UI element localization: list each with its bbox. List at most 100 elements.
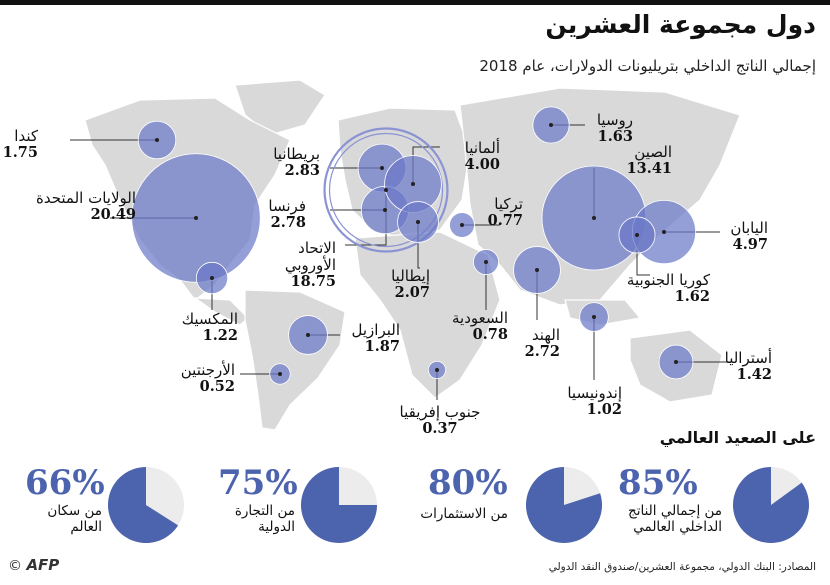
name-india: الهند	[531, 326, 560, 344]
dot-france	[383, 208, 387, 212]
desc-trade: من التجارة الدولية	[235, 503, 295, 535]
afp-logo: © AFP	[8, 556, 59, 574]
bubble-eu-ring	[328, 132, 444, 248]
dot-mexico	[210, 276, 214, 280]
value-germany: 4.00	[464, 155, 500, 173]
desc-invest: من الاستثمارات	[420, 506, 508, 522]
label-korea: كوريا الجنوبية 1.62	[627, 272, 710, 305]
afp-logo-text: AFP	[26, 556, 60, 574]
name-brazil: البرازيل	[351, 321, 401, 339]
name-canada: كندا	[14, 127, 38, 145]
label-usa: الولايات المتحدة 20.49	[36, 190, 136, 223]
name-china: الصين	[634, 143, 672, 161]
dot-china	[592, 216, 596, 220]
value-australia: 1.42	[736, 365, 772, 383]
label-uk: بريطانيا 2.83	[273, 146, 320, 179]
label-indonesia: إندونيسيا 1.02	[567, 385, 622, 418]
name-indonesia: إندونيسيا	[567, 384, 622, 402]
bubble-centers	[155, 123, 678, 376]
value-korea: 1.62	[674, 287, 710, 305]
value-usa: 20.49	[90, 205, 136, 223]
land-south-america	[244, 289, 346, 431]
desc-trade-line1: من التجارة	[234, 503, 295, 519]
value-turkey: 0.77	[487, 211, 523, 229]
label-australia: أستراليا 1.42	[725, 350, 772, 383]
desc-pop: من سكان العالم	[47, 503, 102, 535]
value-indonesia: 1.02	[586, 400, 622, 418]
name-russia: روسيا	[596, 111, 633, 129]
desc-pop-line2: العالم	[70, 519, 102, 536]
pie-slice-pop	[108, 467, 179, 543]
label-eu: الاتحاد الأوروبي 18.75	[256, 240, 336, 290]
desc-gdp: من إجمالي الناتج الداخلي العالمي	[628, 503, 722, 535]
desc-trade-line2: الدولية	[258, 519, 295, 536]
desc-gdp-line2: الداخلي العالمي	[633, 519, 722, 536]
top-rule	[0, 0, 830, 5]
dot-russia	[549, 123, 553, 127]
label-southafrica: جنوب إفريقيا 0.37	[385, 404, 495, 437]
name-saudi: السعودية	[451, 309, 508, 327]
dot-japan	[662, 230, 666, 234]
value-italy: 2.07	[394, 283, 430, 301]
value-india: 2.72	[524, 342, 560, 360]
value-china: 13.41	[626, 159, 672, 177]
dot-australia	[674, 360, 678, 364]
label-russia: روسيا 1.63	[597, 112, 633, 145]
value-japan: 4.97	[732, 235, 768, 253]
dot-indonesia	[592, 315, 596, 319]
dot-southafrica	[435, 368, 439, 372]
dot-eu	[384, 188, 388, 192]
name-germany: ألمانيا	[464, 139, 500, 157]
name-argentina: الأرجنتين	[180, 361, 235, 379]
source-note: المصادر: البنك الدولي، مجموعة العشرين/صن…	[548, 561, 816, 573]
name-japan: اليابان	[730, 219, 768, 237]
dot-italy	[416, 220, 420, 224]
value-canada: 1.75	[2, 143, 38, 161]
global-share-pies	[108, 466, 809, 543]
name-uk: بريطانيا	[273, 145, 320, 163]
dot-india	[535, 268, 539, 272]
name-korea: كوريا الجنوبية	[626, 271, 710, 289]
land-greenland	[234, 79, 326, 136]
label-turkey: تركيا 0.77	[488, 196, 523, 229]
label-canada: كندا 1.75	[3, 128, 38, 161]
label-mexico: المكسيك 1.22	[182, 311, 238, 344]
desc-invest-line1: من الاستثمارات	[420, 506, 508, 522]
name-eu: الاتحاد الأوروبي	[284, 239, 336, 274]
dot-korea	[635, 233, 639, 237]
pie-slice-gdp	[733, 466, 809, 543]
dot-argentina	[278, 372, 282, 376]
value-france: 2.78	[270, 213, 306, 231]
desc-gdp-line1: من إجمالي الناتج	[628, 503, 722, 519]
label-india: الهند 2.72	[525, 327, 560, 360]
value-brazil: 1.87	[364, 337, 400, 355]
pie-slice-trade	[301, 467, 377, 543]
pct-trade: 75%	[218, 463, 298, 503]
dot-canada	[155, 138, 159, 142]
pie-slice-invest	[526, 467, 602, 543]
value-eu: 18.75	[290, 272, 336, 290]
page-title: دول مجموعة العشرين	[545, 10, 816, 39]
label-france: فرنسا 2.78	[268, 198, 306, 231]
copyright-symbol: ©	[8, 558, 22, 574]
name-southafrica: جنوب إفريقيا	[399, 403, 481, 421]
dot-saudi	[484, 260, 488, 264]
pct-invest: 80%	[428, 463, 508, 503]
name-usa: الولايات المتحدة	[35, 189, 136, 207]
name-italy: إيطاليا	[391, 267, 430, 285]
name-turkey: تركيا	[494, 195, 523, 213]
name-australia: أستراليا	[724, 349, 772, 367]
dot-turkey	[460, 223, 464, 227]
label-saudi: السعودية 0.78	[452, 310, 508, 343]
dot-germany	[411, 182, 415, 186]
global-section-title: على الصعيد العالمي	[659, 428, 816, 447]
dot-usa	[194, 216, 198, 220]
name-mexico: المكسيك	[181, 310, 238, 328]
dot-brazil	[306, 333, 310, 337]
value-southafrica: 0.37	[422, 419, 458, 437]
label-argentina: الأرجنتين 0.52	[181, 362, 235, 395]
page-subtitle: إجمالي الناتج الداخلي بتريليونات الدولار…	[479, 57, 816, 75]
pct-gdp: 85%	[618, 463, 698, 503]
label-germany: ألمانيا 4.00	[465, 140, 500, 173]
label-italy: إيطاليا 2.07	[391, 268, 430, 301]
